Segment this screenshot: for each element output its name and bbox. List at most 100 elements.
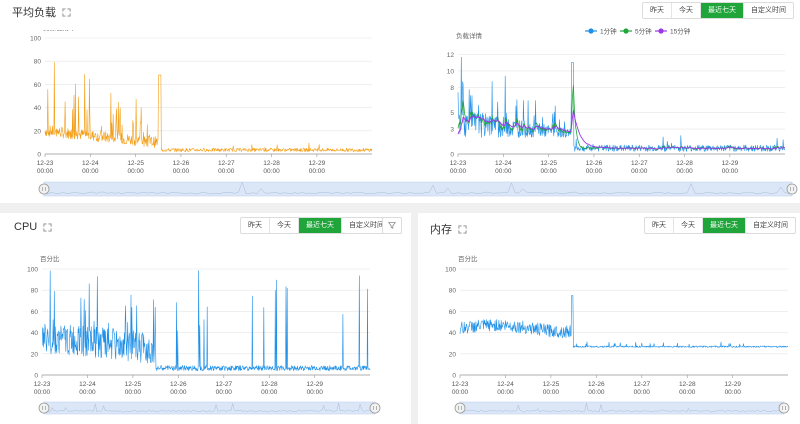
x-tick-label: 12-26 [170, 381, 187, 388]
x-tick-label: 12-26 [173, 160, 190, 167]
x-tick-label: 12-29 [309, 160, 326, 167]
x-tick-label: 00:00 [452, 389, 469, 396]
load-zoom-slider[interactable] [38, 180, 798, 198]
last7days-button[interactable]: 最近七天 [299, 218, 342, 233]
yesterday-button[interactable]: 昨天 [241, 218, 270, 233]
today-button[interactable]: 今天 [270, 218, 299, 233]
y-tick-label: 40 [34, 105, 42, 112]
mem-panel: 内存 昨天 今天 最近七天 自定义时间 百分比 0 20 40 60 80 100 12-23… [418, 213, 800, 424]
expand-icon[interactable] [458, 224, 467, 234]
slider-sparkline [43, 181, 793, 195]
last7days-button[interactable]: 最近七天 [703, 218, 746, 233]
x-tick-label: 12-29 [722, 160, 739, 167]
x-tick-label: 12-23 [450, 160, 467, 167]
x-tick-label: 00:00 [216, 389, 233, 396]
x-tick-label: 12-28 [676, 160, 693, 167]
y-tick-label: 0 [37, 152, 41, 159]
y-tick-label: 8 [450, 85, 454, 92]
y-tick-label: 10 [447, 68, 455, 75]
series-line [457, 110, 786, 150]
y-axis-label: 百分比 [458, 255, 478, 263]
legend-marker [588, 28, 594, 34]
custom-time-button[interactable]: 自定义时间 [342, 218, 391, 233]
yesterday-button[interactable]: 昨天 [643, 3, 672, 18]
x-tick-label: 12-28 [263, 160, 280, 167]
x-tick-label: 00:00 [218, 168, 235, 175]
yesterday-button[interactable]: 昨天 [645, 218, 674, 233]
today-button[interactable]: 今天 [672, 3, 701, 18]
slider-handle [454, 402, 466, 414]
y-tick-label: 100 [30, 36, 41, 43]
y-tick-label: 60 [449, 309, 457, 316]
slider-handle [38, 402, 50, 414]
slider-track [459, 401, 785, 415]
expand-icon[interactable] [43, 222, 52, 232]
x-tick-label: 00:00 [722, 168, 739, 175]
legend-marker [658, 28, 664, 34]
x-tick-label: 12-25 [127, 160, 144, 167]
x-tick-label: 12-27 [631, 160, 648, 167]
x-tick-label: 00:00 [263, 168, 280, 175]
y-tick-label: 20 [449, 351, 457, 358]
series-line [457, 56, 786, 152]
cpu-title-text: CPU [14, 221, 38, 233]
y-tick-label: 40 [449, 330, 457, 337]
y-axis-label: 负载详情 [456, 31, 483, 40]
x-tick-label: 12-25 [125, 381, 142, 388]
x-tick-label: 12-28 [261, 381, 278, 388]
y-tick-label: 80 [449, 288, 457, 295]
mem-zoom-slider[interactable] [454, 400, 790, 416]
y-tick-label: 0 [450, 152, 454, 159]
load-panel: 平均负载 昨天 今天 最近七天 自定义时间 资源使用率0204060801001… [0, 0, 800, 203]
x-tick-label: 12-28 [679, 381, 696, 388]
today-button[interactable]: 今天 [674, 218, 703, 233]
x-tick-label: 00:00 [679, 389, 696, 396]
x-tick-label: 00:00 [309, 168, 326, 175]
x-tick-label: 12-26 [588, 381, 605, 388]
x-tick-label: 12-23 [452, 381, 469, 388]
y-tick-label: 20 [31, 351, 39, 358]
mem-title-text: 内存 [430, 224, 452, 236]
cpu-zoom-slider[interactable] [38, 400, 381, 416]
legend-marker [623, 28, 629, 34]
slider-handle [786, 183, 798, 195]
x-tick-label: 00:00 [82, 168, 99, 175]
slider-track [43, 181, 793, 197]
legend-label: 5分钟 [635, 27, 652, 36]
mem-chart: 百分比02040608010012-2300:0012-2400:0012-25… [445, 255, 789, 396]
x-tick-label: 00:00 [261, 389, 278, 396]
x-tick-label: 12-27 [218, 160, 235, 167]
mem-panel-title: 内存 [430, 221, 467, 237]
x-tick-label: 00:00 [631, 168, 648, 175]
x-tick-label: 00:00 [37, 168, 54, 175]
x-tick-label: 12-23 [37, 160, 54, 167]
series-line [457, 85, 786, 151]
cpu-panel-title: CPU [14, 221, 52, 233]
x-tick-label: 12-25 [543, 381, 560, 388]
x-tick-label: 00:00 [588, 389, 605, 396]
x-tick-label: 00:00 [34, 389, 51, 396]
y-axis-label: 资源使用率 [43, 30, 76, 32]
expand-icon[interactable] [62, 7, 71, 17]
x-tick-label: 00:00 [307, 389, 324, 396]
settings-button[interactable] [382, 217, 402, 234]
load-detail-chart: 负载详情0358101212-2300:0012-2400:0012-2500:… [447, 27, 786, 175]
slider-sparkline [459, 402, 785, 413]
mem-range-buttons: 昨天 今天 最近七天 自定义时间 [644, 217, 796, 234]
x-tick-label: 00:00 [543, 389, 560, 396]
x-tick-label: 12-29 [306, 381, 323, 388]
custom-time-button[interactable]: 自定义时间 [744, 3, 793, 18]
x-tick-label: 00:00 [495, 168, 512, 175]
x-tick-label: 00:00 [450, 168, 467, 175]
y-axis-label: 百分比 [40, 255, 60, 263]
y-tick-label: 5 [450, 110, 454, 117]
custom-time-button[interactable]: 自定义时间 [746, 218, 795, 233]
series-line [459, 295, 789, 348]
last7days-button[interactable]: 最近七天 [701, 3, 744, 18]
x-tick-label: 00:00 [586, 168, 603, 175]
filter-icon [388, 222, 396, 229]
load-usage-chart: 资源使用率02040608010012-2300:0012-2400:0012-… [30, 30, 373, 175]
x-tick-label: 12-23 [34, 381, 51, 388]
y-tick-label: 80 [34, 59, 42, 66]
y-tick-label: 60 [34, 82, 42, 89]
